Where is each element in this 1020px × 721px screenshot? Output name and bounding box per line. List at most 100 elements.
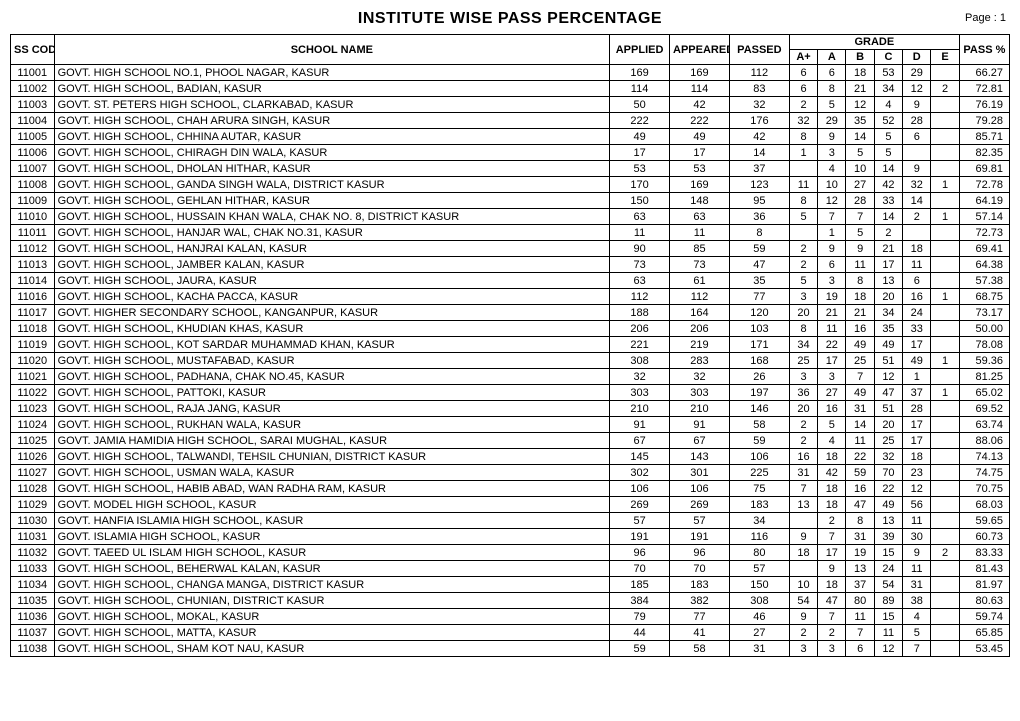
- cell-C: 54: [874, 577, 902, 593]
- cell-C: 53: [874, 65, 902, 81]
- cell-A: 11: [818, 321, 846, 337]
- cell-A: 4: [818, 433, 846, 449]
- cell-applied: 53: [610, 161, 670, 177]
- cell-name: GOVT. HIGH SCHOOL, CHANGA MANGA, DISTRIC…: [54, 577, 610, 593]
- cell-appeared: 96: [670, 545, 730, 561]
- cell-B: 13: [846, 561, 874, 577]
- cell-B: 5: [846, 225, 874, 241]
- table-row: 11033GOVT. HIGH SCHOOL, BEHERWAL KALAN, …: [11, 561, 1010, 577]
- cell-Ap: 9: [789, 529, 817, 545]
- cell-Ap: 3: [789, 289, 817, 305]
- cell-passed: 197: [729, 385, 789, 401]
- cell-Ap: 2: [789, 433, 817, 449]
- cell-E: [931, 433, 959, 449]
- cell-C: 14: [874, 209, 902, 225]
- cell-code: 11038: [11, 641, 55, 657]
- cell-B: 12: [846, 97, 874, 113]
- cell-A: 42: [818, 465, 846, 481]
- cell-pass: 72.81: [959, 81, 1009, 97]
- table-row: 11004GOVT. HIGH SCHOOL, CHAH ARURA SINGH…: [11, 113, 1010, 129]
- cell-D: 38: [903, 593, 931, 609]
- table-row: 11027GOVT. HIGH SCHOOL, USMAN WALA, KASU…: [11, 465, 1010, 481]
- cell-A: 7: [818, 209, 846, 225]
- cell-D: 29: [903, 65, 931, 81]
- cell-appeared: 183: [670, 577, 730, 593]
- cell-code: 11030: [11, 513, 55, 529]
- cell-B: 22: [846, 449, 874, 465]
- cell-A: 6: [818, 65, 846, 81]
- cell-D: 17: [903, 337, 931, 353]
- cell-name: GOVT. MODEL HIGH SCHOOL, KASUR: [54, 497, 610, 513]
- cell-pass: 69.52: [959, 401, 1009, 417]
- cell-passed: 35: [729, 273, 789, 289]
- cell-B: 18: [846, 289, 874, 305]
- cell-pass: 69.81: [959, 161, 1009, 177]
- page: INSTITUTE WISE PASS PERCENTAGE Page : 1 …: [10, 10, 1010, 657]
- cell-D: 17: [903, 417, 931, 433]
- cell-E: [931, 241, 959, 257]
- cell-name: GOVT. HIGH SCHOOL, RAJA JANG, KASUR: [54, 401, 610, 417]
- cell-code: 11033: [11, 561, 55, 577]
- cell-B: 28: [846, 193, 874, 209]
- cell-code: 11003: [11, 97, 55, 113]
- cell-applied: 90: [610, 241, 670, 257]
- cell-pass: 81.43: [959, 561, 1009, 577]
- cell-E: 1: [931, 385, 959, 401]
- cell-E: [931, 465, 959, 481]
- cell-B: 8: [846, 513, 874, 529]
- cell-appeared: 269: [670, 497, 730, 513]
- table-row: 11020GOVT. HIGH SCHOOL, MUSTAFABAD, KASU…: [11, 353, 1010, 369]
- cell-applied: 210: [610, 401, 670, 417]
- page-title: INSTITUTE WISE PASS PERCENTAGE: [358, 10, 662, 27]
- cell-passed: 171: [729, 337, 789, 353]
- cell-Ap: 1: [789, 145, 817, 161]
- cell-A: 3: [818, 641, 846, 657]
- cell-applied: 269: [610, 497, 670, 513]
- cell-name: GOVT. ISLAMIA HIGH SCHOOL, KASUR: [54, 529, 610, 545]
- cell-D: 12: [903, 81, 931, 97]
- cell-applied: 302: [610, 465, 670, 481]
- cell-pass: 68.03: [959, 497, 1009, 513]
- cell-D: 24: [903, 305, 931, 321]
- table-row: 11021GOVT. HIGH SCHOOL, PADHANA, CHAK NO…: [11, 369, 1010, 385]
- cell-C: 12: [874, 641, 902, 657]
- cell-A: 7: [818, 609, 846, 625]
- cell-Ap: 31: [789, 465, 817, 481]
- cell-pass: 63.74: [959, 417, 1009, 433]
- cell-name: GOVT. HIGH SCHOOL, PADHANA, CHAK NO.45, …: [54, 369, 610, 385]
- cell-E: [931, 513, 959, 529]
- cell-name: GOVT. HIGH SCHOOL, GANDA SINGH WALA, DIS…: [54, 177, 610, 193]
- cell-applied: 169: [610, 65, 670, 81]
- cell-D: 2: [903, 209, 931, 225]
- cell-C: 20: [874, 417, 902, 433]
- cell-C: 15: [874, 609, 902, 625]
- cell-D: 1: [903, 369, 931, 385]
- cell-C: 12: [874, 369, 902, 385]
- cell-appeared: 301: [670, 465, 730, 481]
- cell-pass: 81.97: [959, 577, 1009, 593]
- cell-B: 19: [846, 545, 874, 561]
- cell-C: 22: [874, 481, 902, 497]
- cell-B: 21: [846, 305, 874, 321]
- cell-E: 1: [931, 177, 959, 193]
- cell-E: [931, 193, 959, 209]
- cell-B: 59: [846, 465, 874, 481]
- hdr-applied: APPLIED: [610, 35, 670, 65]
- cell-Ap: 18: [789, 545, 817, 561]
- cell-passed: 14: [729, 145, 789, 161]
- cell-D: 31: [903, 577, 931, 593]
- hdr-grade-B: B: [846, 50, 874, 65]
- cell-A: 9: [818, 241, 846, 257]
- cell-appeared: 191: [670, 529, 730, 545]
- cell-appeared: 85: [670, 241, 730, 257]
- cell-E: [931, 481, 959, 497]
- cell-passed: 123: [729, 177, 789, 193]
- cell-A: 18: [818, 481, 846, 497]
- cell-code: 11034: [11, 577, 55, 593]
- cell-C: 4: [874, 97, 902, 113]
- cell-B: 27: [846, 177, 874, 193]
- cell-A: 18: [818, 497, 846, 513]
- cell-name: GOVT. HIGH SCHOOL, CHHINA AUTAR, KASUR: [54, 129, 610, 145]
- hdr-pass-pct: PASS %: [959, 35, 1009, 65]
- cell-applied: 44: [610, 625, 670, 641]
